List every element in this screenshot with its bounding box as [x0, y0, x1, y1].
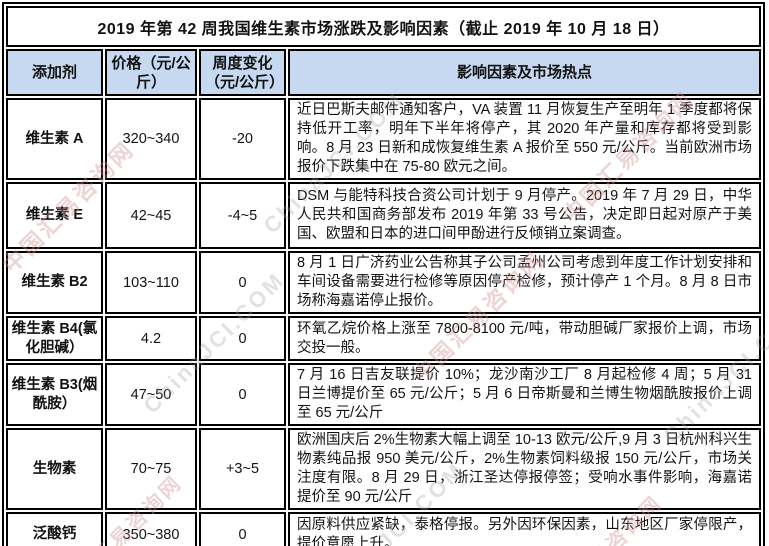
additive-name-cell: 维生素 E	[6, 182, 103, 249]
weekly-change-cell: 0	[199, 251, 286, 314]
column-header-factors: 影响因素及市场热点	[288, 49, 761, 96]
table-row: 维生素 B3(烟酰胺） 47~50 0 7 月 16 日吉友联提价 10%；龙沙…	[6, 363, 761, 426]
price-cell: 320~340	[105, 98, 197, 180]
weekly-change-cell: -20	[199, 98, 286, 180]
weekly-change-cell: +3~5	[199, 428, 286, 510]
factors-note-cell: 欧洲国庆后 2%生物素大幅上调至 10-13 欧元/公斤,9 月 3 日杭州科兴…	[288, 428, 761, 510]
factors-note-cell: 近日巴斯夫邮件通知客户，VA 装置 11 月恢复生产至明年 1 季度都将保持低开…	[288, 98, 761, 180]
additive-name-cell: 泛酸钙	[6, 512, 103, 546]
additive-name-cell: 维生素 B2	[6, 251, 103, 314]
weekly-change-cell: 0	[199, 512, 286, 546]
table-row: 泛酸钙 350~380 0 因原料供应紧缺，泰格停报。另外因环保因素，山东地区厂…	[6, 512, 761, 546]
header-row: 添加剂 价格（元/公斤） 周度变化（元/公斤） 影响因素及市场热点	[6, 49, 761, 96]
additive-name-cell: 生物素	[6, 428, 103, 510]
price-cell: 70~75	[105, 428, 197, 510]
price-cell: 47~50	[105, 363, 197, 426]
table-row: 维生素 B2 103~110 0 8 月 1 日广济药业公告称其子公司孟州公司考…	[6, 251, 761, 314]
title-row: 2019 年第 42 周我国维生素市场涨跌及影响因素（截止 2019 年 10 …	[6, 6, 761, 47]
price-cell: 42~45	[105, 182, 197, 249]
column-header-weekly-change: 周度变化（元/公斤）	[199, 49, 286, 96]
column-header-price: 价格（元/公斤）	[105, 49, 197, 96]
column-header-additive: 添加剂	[6, 49, 103, 96]
price-cell: 350~380	[105, 512, 197, 546]
factors-note-cell: 7 月 16 日吉友联提价 10%；龙沙南沙工厂 8 月起检修 4 周；5 月 …	[288, 363, 761, 426]
weekly-change-cell: 0	[199, 316, 286, 361]
page-title: 2019 年第 42 周我国维生素市场涨跌及影响因素（截止 2019 年 10 …	[6, 6, 761, 47]
table-row: 生物素 70~75 +3~5 欧洲国庆后 2%生物素大幅上调至 10-13 欧元…	[6, 428, 761, 510]
additive-name-cell: 维生素 B4(氯化胆碱）	[6, 316, 103, 361]
price-cell: 103~110	[105, 251, 197, 314]
table-row: 维生素 A 320~340 -20 近日巴斯夫邮件通知客户，VA 装置 11 月…	[6, 98, 761, 180]
weekly-change-cell: 0	[199, 363, 286, 426]
table-row: 维生素 B4(氯化胆碱） 4.2 0 环氧乙烷价格上涨至 7800-8100 元…	[6, 316, 761, 361]
factors-note-cell: 因原料供应紧缺，泰格停报。另外因环保因素，山东地区厂家停限产，提价意愿上升。	[288, 512, 761, 546]
factors-note-cell: 8 月 1 日广济药业公告称其子公司孟州公司考虑到年度工作计划安排和车间设备需要…	[288, 251, 761, 314]
factors-note-cell: 环氧乙烷价格上涨至 7800-8100 元/吨，带动胆碱厂家报价上调，市场交投一…	[288, 316, 761, 361]
table-row: 维生素 E 42~45 -4~5 DSM 与能特科技合资公司计划于 9 月停产。…	[6, 182, 761, 249]
price-cell: 4.2	[105, 316, 197, 361]
additive-name-cell: 维生素 A	[6, 98, 103, 180]
additive-name-cell: 维生素 B3(烟酰胺）	[6, 363, 103, 426]
weekly-change-cell: -4~5	[199, 182, 286, 249]
factors-note-cell: DSM 与能特科技合资公司计划于 9 月停产。2019 年 7 月 29 日，中…	[288, 182, 761, 249]
